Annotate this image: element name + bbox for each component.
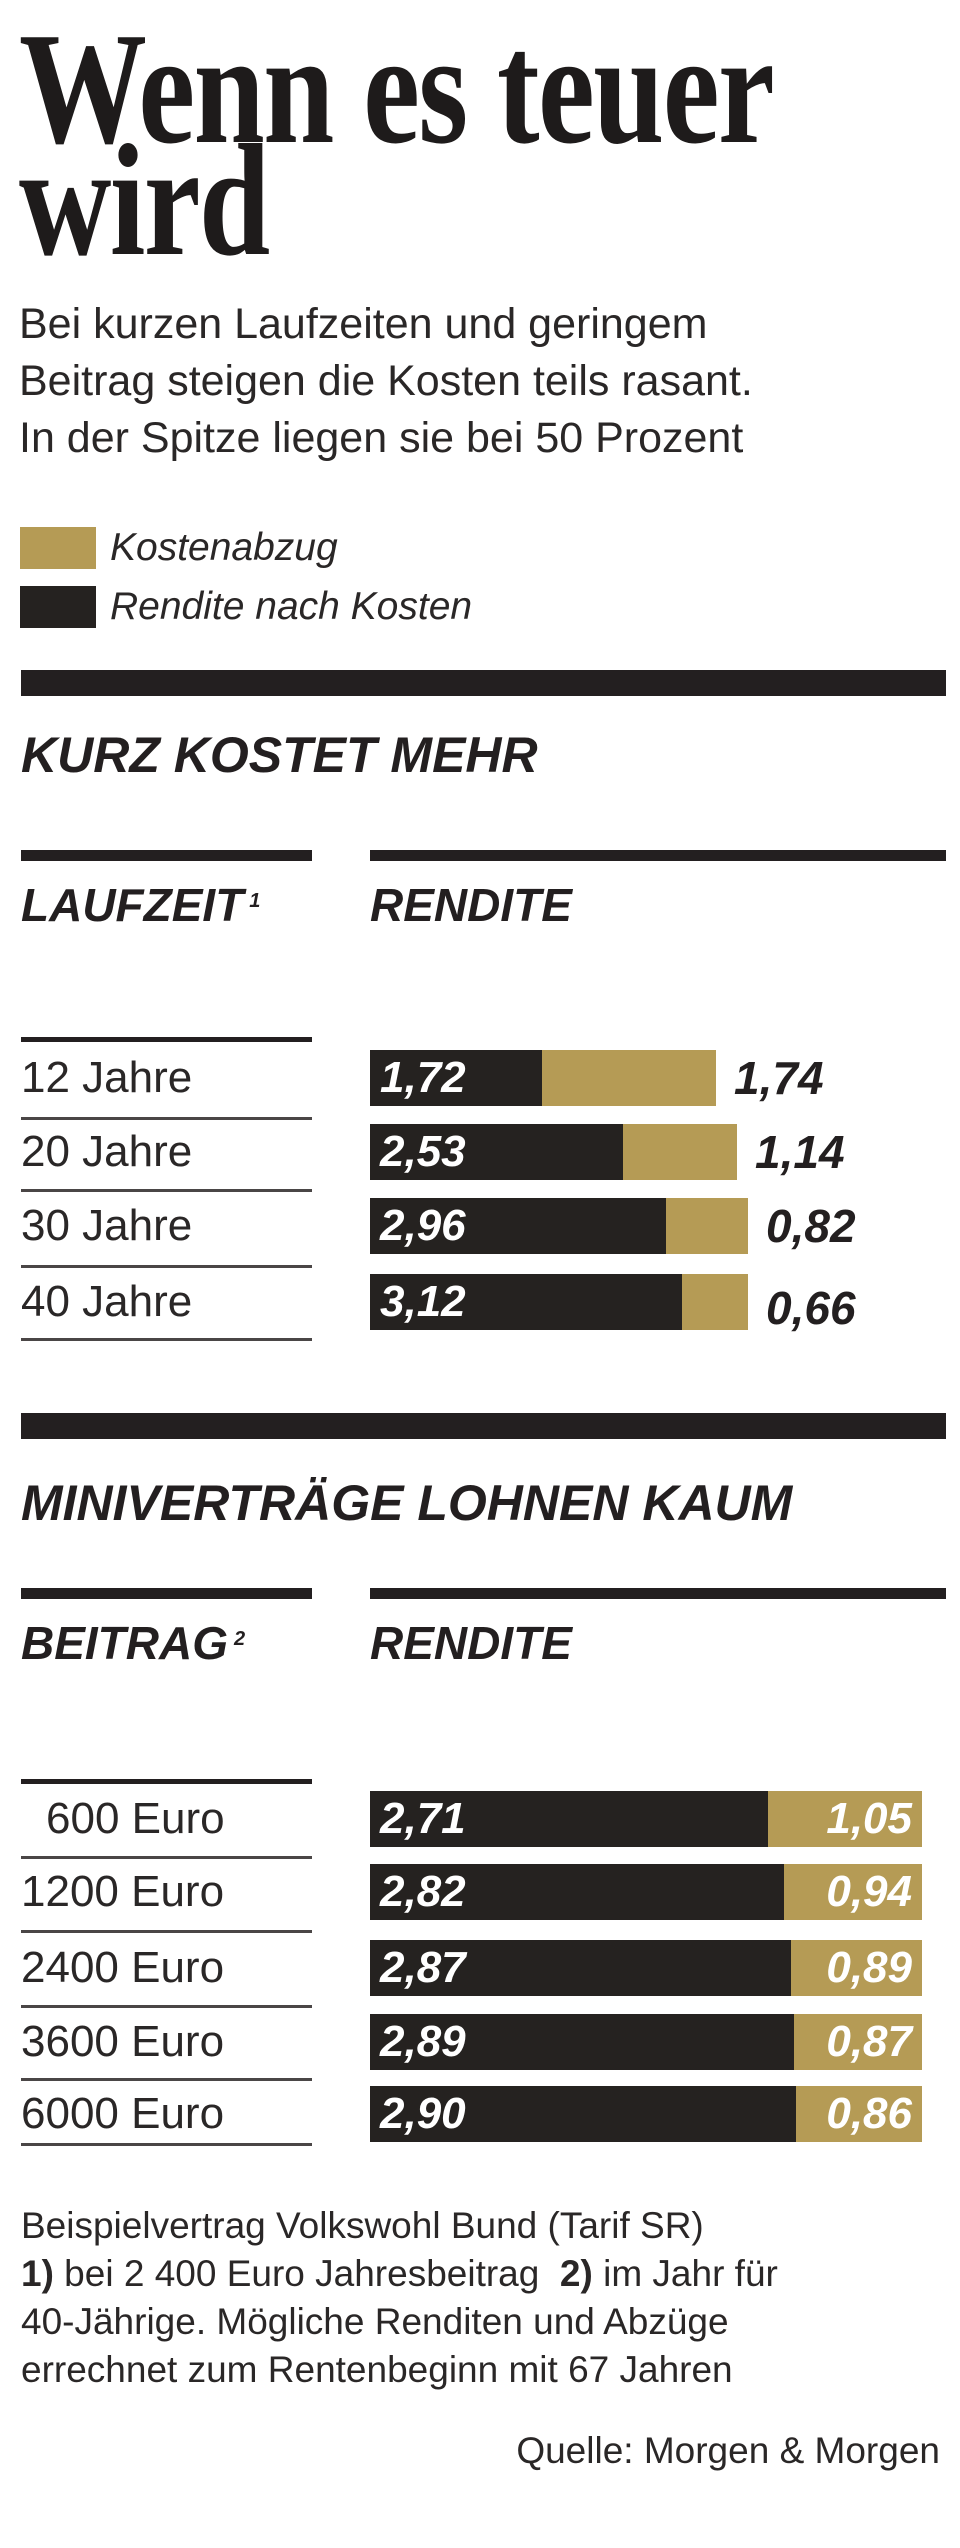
- rendite-value-label: 3,12: [380, 1277, 466, 1326]
- kostenabzug-value-label: 0,86: [826, 2089, 912, 2138]
- kostenabzug-value-label: 1,74: [734, 1052, 824, 1104]
- source-credit: Quelle: Morgen & Morgen: [516, 2430, 940, 2471]
- section-divider: [21, 670, 946, 696]
- category-header-text: BEITRAG: [21, 1617, 228, 1669]
- row-divider: [21, 2005, 312, 2008]
- kostenabzug-value-label: 0,87: [826, 2017, 912, 2066]
- column-rule: [21, 1588, 312, 1599]
- title-line-1: Wenn es teuer: [19, 0, 775, 177]
- bar-kostenabzug: [791, 1940, 922, 1996]
- value-header: RENDITE: [370, 879, 572, 931]
- bar-kostenabzug: [794, 2014, 922, 2070]
- footnote-line: 1) bei 2 400 Euro Jahresbeitrag 2) im Ja…: [21, 2250, 778, 2298]
- subtitle-line: Bei kurzen Laufzeiten und geringem: [19, 300, 708, 348]
- category-label: 1200 Euro: [21, 1867, 225, 1916]
- footnote-line: errechnet zum Rentenbeginn mit 67 Jahren: [21, 2349, 733, 2390]
- footnote-marker: 1): [21, 2253, 54, 2294]
- category-label: 2400 Euro: [21, 1943, 225, 1992]
- category-header: LAUFZEIT 1: [21, 882, 260, 928]
- rendite-value-label: 2,82: [380, 1867, 466, 1916]
- category-label: 6000 Euro: [21, 2089, 225, 2138]
- footnote-line: 40-Jährige. Mögliche Renditen und Abzüge: [21, 2301, 729, 2342]
- legend-label-kostenabzug: Kostenabzug: [110, 526, 338, 569]
- footnote-marker: 2): [559, 2253, 593, 2294]
- bar-kostenabzug: [768, 1791, 922, 1847]
- category-label: 40 Jahre: [21, 1277, 193, 1326]
- row-divider: [21, 1189, 312, 1192]
- chart-1-title: KURZ KOSTET MEHR: [21, 727, 538, 783]
- rendite-value-label: 2,96: [380, 1201, 466, 1250]
- bar-rendite: [370, 1864, 784, 1920]
- bar-rendite: [370, 1198, 666, 1254]
- bar-kostenabzug: [784, 1864, 922, 1920]
- footnote-marker: 2: [234, 1628, 246, 1650]
- bar-rendite: [370, 1791, 768, 1847]
- kostenabzug-value-label: 0,89: [826, 1943, 912, 1992]
- section-divider: [21, 1413, 946, 1439]
- kostenabzug-value-label: 0,94: [826, 1867, 912, 1916]
- rendite-value-label: 2,71: [380, 1794, 466, 1843]
- category-label: 600 Euro: [46, 1794, 225, 1843]
- rendite-value-label: 2,90: [380, 2089, 466, 2138]
- row-divider: [21, 1930, 312, 1933]
- row-divider: [21, 1265, 312, 1268]
- category-label: 30 Jahre: [21, 1201, 193, 1250]
- row-divider: [21, 2078, 312, 2081]
- row-divider: [21, 1037, 312, 1042]
- row-divider: [21, 1117, 312, 1120]
- bar-kostenabzug: [623, 1124, 737, 1180]
- chart-2-title: MINIVERTRÄGE LOHNEN KAUM: [21, 1475, 793, 1531]
- column-rule: [370, 850, 946, 861]
- bar-kostenabzug: [682, 1274, 748, 1330]
- column-rule: [21, 850, 312, 861]
- bar-rendite: [370, 2014, 794, 2070]
- kostenabzug-value-label: 0,82: [766, 1200, 856, 1252]
- subtitle-line: Beitrag steigen die Kosten teils rasant.: [19, 357, 753, 405]
- bar-rendite: [370, 1274, 682, 1330]
- category-label: 12 Jahre: [21, 1053, 193, 1102]
- footnote-text: im Jahr für: [592, 2253, 778, 2294]
- bar-kostenabzug: [666, 1198, 748, 1254]
- row-divider: [21, 1779, 312, 1784]
- legend-label-rendite: Rendite nach Kosten: [110, 585, 473, 628]
- footnote-marker: 1: [249, 890, 261, 912]
- category-header-text: LAUFZEIT: [21, 879, 244, 931]
- rendite-value-label: 1,72: [380, 1053, 466, 1102]
- legend-swatch-kostenabzug: [20, 527, 96, 569]
- bar-rendite: [370, 1940, 791, 1996]
- rendite-value-label: 2,87: [380, 1943, 466, 1992]
- title-line-2: wird: [19, 111, 270, 289]
- rendite-value-label: 2,89: [380, 2017, 466, 2066]
- column-rule: [370, 1588, 946, 1599]
- rendite-value-label: 2,53: [380, 1127, 466, 1176]
- footnote-line: Beispielvertrag Volkswohl Bund (Tarif SR…: [21, 2205, 704, 2246]
- row-divider: [21, 1856, 312, 1859]
- kostenabzug-value-label: 1,05: [826, 1794, 912, 1843]
- row-divider: [21, 2143, 312, 2146]
- footnote-text: bei 2 400 Euro Jahresbeitrag: [53, 2253, 560, 2294]
- category-label: 20 Jahre: [21, 1127, 193, 1176]
- kostenabzug-value-label: 1,14: [755, 1126, 845, 1178]
- row-divider: [21, 1338, 312, 1341]
- bar-rendite: [370, 1050, 542, 1106]
- bar-rendite: [370, 1124, 623, 1180]
- subtitle-line: In der Spitze liegen sie bei 50 Prozent: [19, 414, 744, 462]
- bar-kostenabzug: [542, 1050, 716, 1106]
- value-header: RENDITE: [370, 1617, 572, 1669]
- bar-rendite: [370, 2086, 796, 2142]
- legend-swatch-rendite: [20, 586, 96, 628]
- bar-kostenabzug: [796, 2086, 922, 2142]
- category-header: BEITRAG 2: [21, 1620, 245, 1666]
- kostenabzug-value-label: 0,66: [766, 1282, 856, 1334]
- category-label: 3600 Euro: [21, 2017, 225, 2066]
